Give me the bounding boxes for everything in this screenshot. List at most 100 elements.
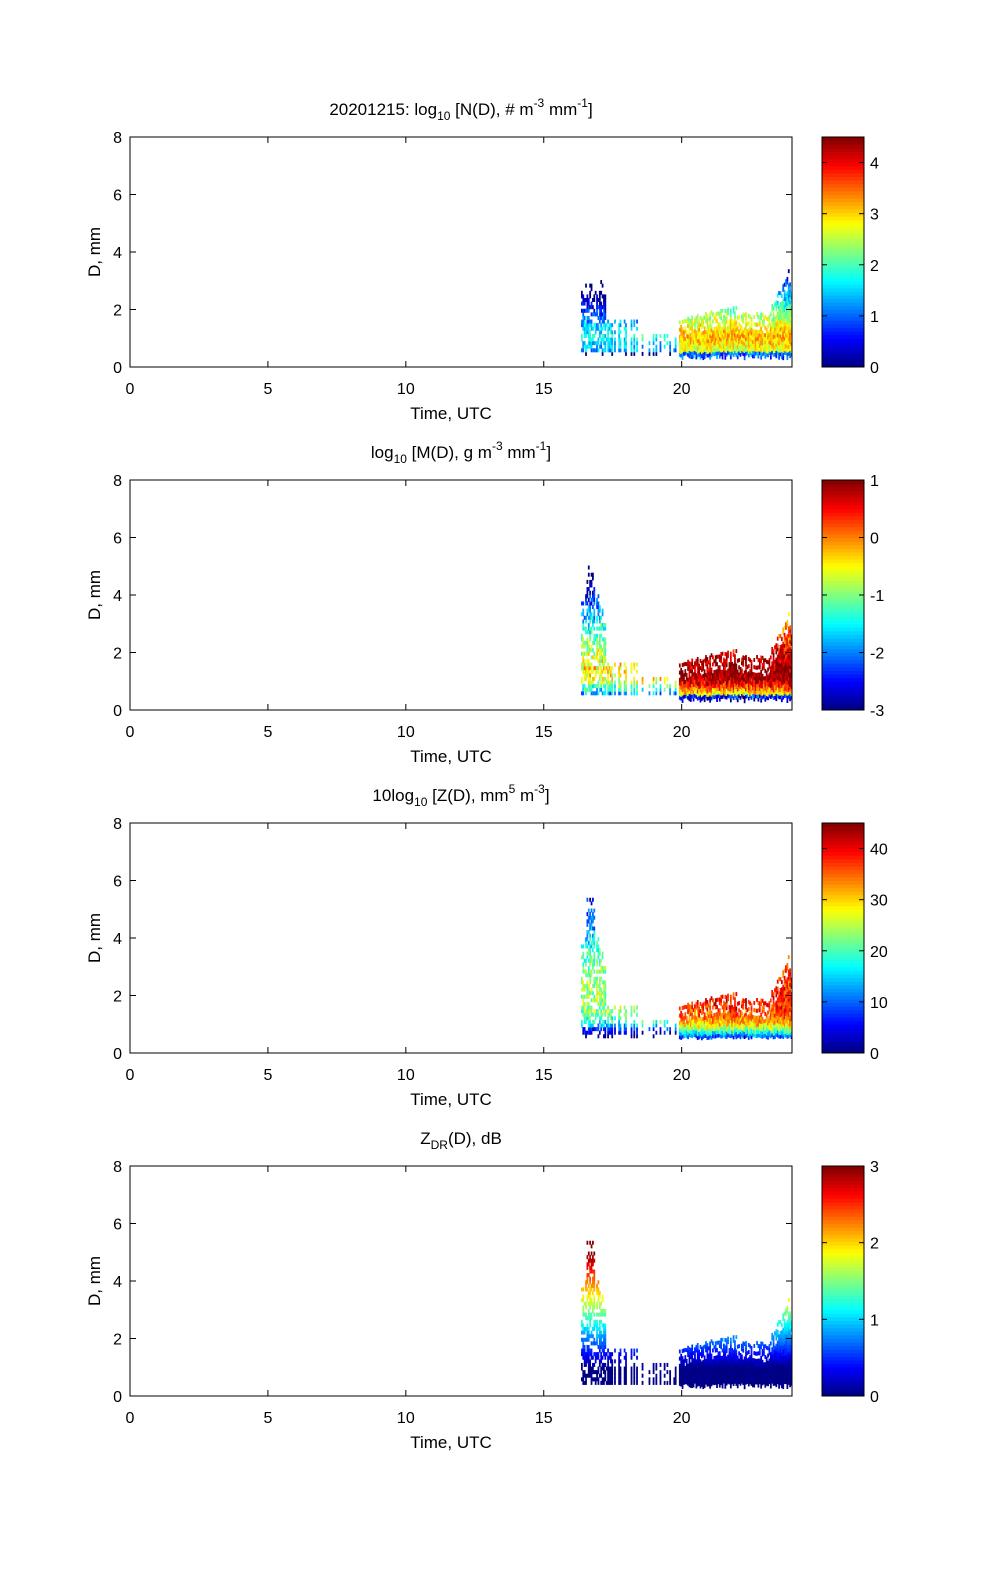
- heatmap-cell: [750, 681, 753, 686]
- colorbar-segment: [822, 169, 864, 174]
- heatmap-cell: [772, 992, 775, 997]
- heatmap-cell: [618, 1009, 621, 1014]
- heatmap-cell: [703, 326, 706, 331]
- heatmap-cell: [713, 1363, 716, 1368]
- heatmap-cell: [685, 1033, 688, 1038]
- heatmap-cell: [718, 1351, 721, 1356]
- heatmap-cell: [743, 677, 746, 682]
- heatmap-cell: [596, 684, 598, 689]
- heatmap-cell: [593, 633, 596, 638]
- heatmap-cell: [787, 1027, 790, 1032]
- heatmap-cell: [603, 1312, 605, 1317]
- heatmap-cell: [589, 1265, 592, 1270]
- heatmap-cell: [699, 1019, 702, 1024]
- heatmap-cell: [712, 1362, 714, 1367]
- heatmap-cell: [586, 666, 589, 671]
- heatmap-cell: [707, 324, 710, 329]
- heatmap-cell: [586, 1280, 589, 1285]
- heatmap-cell: [776, 676, 779, 681]
- heatmap-cell: [673, 348, 676, 353]
- heatmap-cell: [736, 340, 739, 345]
- heatmap-cell: [592, 676, 594, 681]
- heatmap-cell: [691, 344, 694, 349]
- heatmap-cell: [740, 686, 743, 691]
- heatmap-cell: [607, 337, 609, 342]
- heatmap-cell: [582, 691, 585, 696]
- heatmap-cell: [585, 1377, 587, 1382]
- heatmap-cell: [623, 348, 626, 353]
- heatmap-cell: [750, 352, 753, 357]
- heatmap-cell: [774, 316, 776, 321]
- heatmap-cell: [582, 294, 585, 299]
- heatmap-cell: [720, 1363, 723, 1368]
- heatmap-cell: [749, 1026, 752, 1031]
- heatmap-cell: [749, 329, 752, 334]
- heatmap-cell: [593, 944, 596, 949]
- heatmap-cell: [717, 694, 720, 699]
- heatmap-cell: [678, 320, 681, 325]
- heatmap-cell: [688, 1358, 691, 1363]
- heatmap-cell: [706, 1346, 709, 1351]
- heatmap-cell: [778, 319, 780, 324]
- heatmap-cell: [754, 1030, 757, 1035]
- heatmap-cell: [598, 319, 601, 324]
- heatmap-cell: [709, 1023, 712, 1028]
- heatmap-cell: [771, 343, 774, 348]
- heatmap-cell: [786, 1027, 789, 1032]
- heatmap-cell: [614, 673, 616, 678]
- colorbar-segment: [822, 858, 864, 864]
- heatmap-cell: [594, 998, 597, 1003]
- heatmap-cell: [771, 1033, 774, 1038]
- heatmap-cell: [683, 687, 685, 692]
- heatmap-cell: [703, 333, 706, 338]
- heatmap-cell: [721, 1337, 724, 1342]
- heatmap-cell: [596, 969, 598, 974]
- heatmap-cell: [761, 320, 764, 324]
- heatmap-cell: [717, 1022, 720, 1027]
- heatmap-cell: [683, 1005, 685, 1010]
- heatmap-cell: [611, 333, 614, 338]
- heatmap-cell: [702, 1385, 705, 1390]
- heatmap-cell: [783, 300, 786, 305]
- heatmap-cell: [663, 1362, 666, 1367]
- heatmap-cell: [760, 655, 763, 660]
- heatmap-cell: [700, 350, 703, 355]
- heatmap-cell: [696, 314, 699, 318]
- heatmap-cell: [618, 1027, 621, 1032]
- heatmap-cell: [756, 655, 758, 660]
- colorbar-segment: [822, 941, 864, 946]
- heatmap-cell: [736, 315, 739, 320]
- heatmap-cell: [743, 356, 746, 361]
- heatmap-cell: [582, 644, 585, 649]
- heatmap-cell: [724, 1381, 727, 1386]
- heatmap-cell: [717, 329, 720, 334]
- heatmap-cell: [714, 1355, 717, 1360]
- colorbar-segment: [822, 237, 864, 242]
- heatmap-cell: [619, 337, 622, 342]
- heatmap-cell: [680, 1014, 683, 1019]
- heatmap-cell: [590, 1009, 593, 1014]
- chart-title: 10log10 [Z(D), mm5 m-3]: [372, 782, 549, 809]
- heatmap-cell: [681, 695, 684, 700]
- colorbar-segment: [822, 158, 864, 163]
- heatmap-cell: [713, 1356, 716, 1361]
- heatmap-cell: [655, 1366, 658, 1371]
- x-tick-label: 15: [535, 381, 553, 398]
- heatmap-cell: [710, 1028, 713, 1033]
- heatmap-cell: [785, 311, 787, 316]
- heatmap-cell: [729, 1366, 732, 1371]
- heatmap-cell: [695, 684, 698, 689]
- heatmap-cell: [714, 662, 717, 667]
- heatmap-cell: [692, 672, 695, 677]
- heatmap-cell: [747, 678, 750, 683]
- heatmap-cell: [598, 619, 601, 624]
- heatmap-cell: [783, 683, 786, 688]
- heatmap-cell: [736, 698, 739, 703]
- heatmap-cell: [783, 347, 786, 352]
- heatmap-cell: [756, 673, 758, 677]
- heatmap-cell: [597, 684, 600, 689]
- heatmap-cell: [756, 687, 758, 692]
- heatmap-cell: [778, 1023, 780, 1028]
- heatmap-cell: [750, 331, 753, 336]
- heatmap-cell: [607, 691, 609, 696]
